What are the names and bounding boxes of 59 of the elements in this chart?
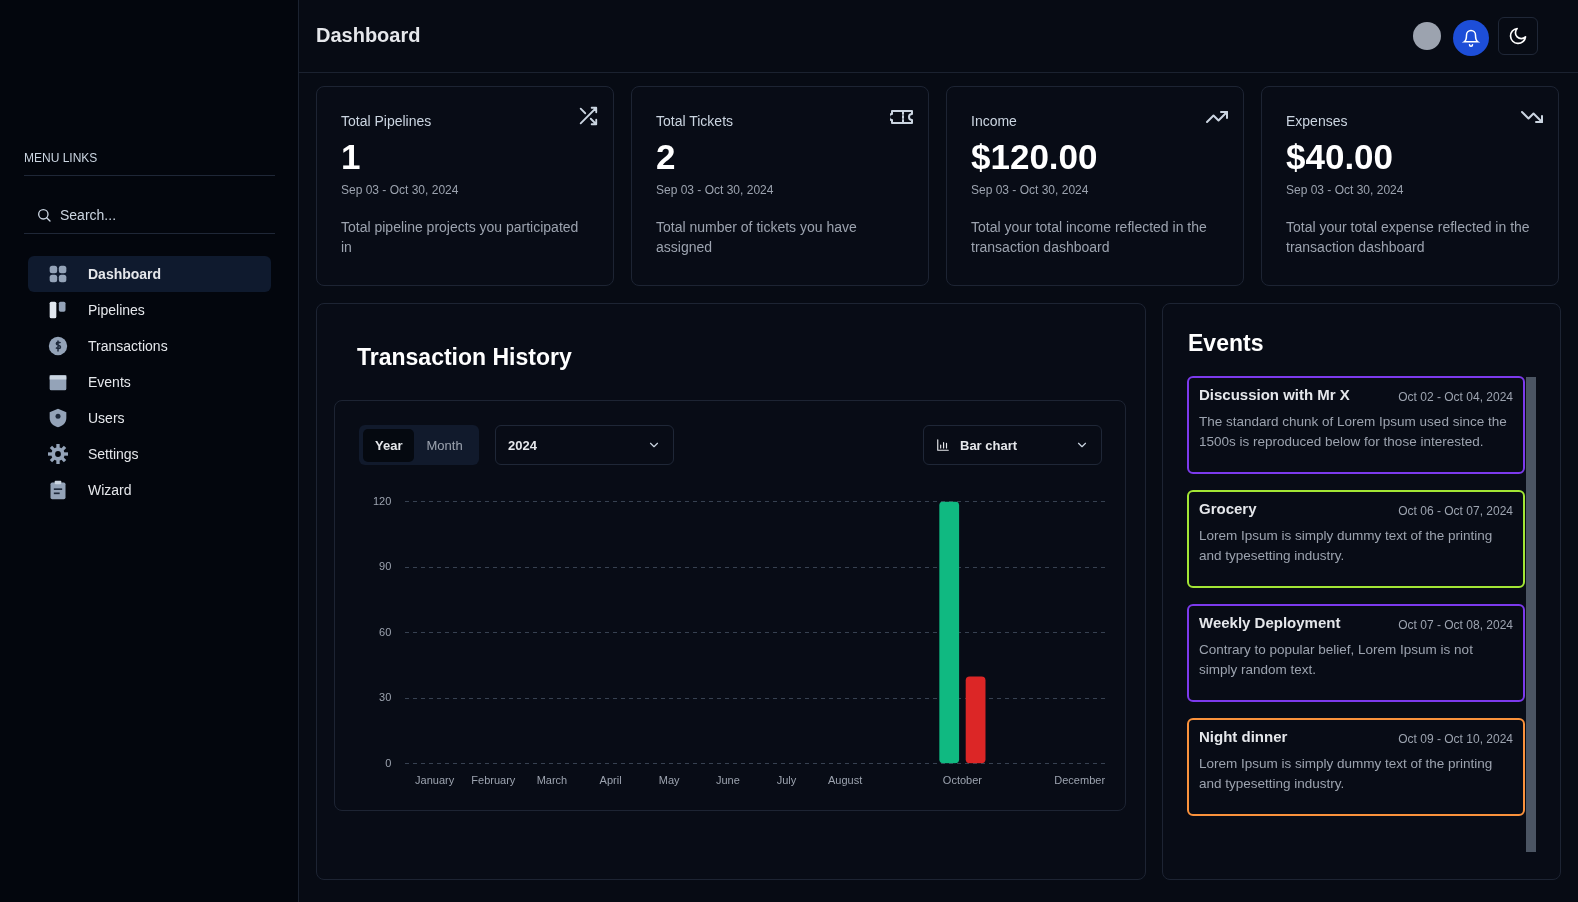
x-tick-label: June xyxy=(715,774,740,787)
text: Oct 06 - Oct 07, 2024 xyxy=(1398,504,1513,518)
x-tick-label: August xyxy=(828,774,863,787)
x-tick-label: July xyxy=(776,774,797,787)
text: $40.00 xyxy=(1286,137,1395,177)
text: Total your total income reflected in the transaction dashboard xyxy=(971,218,1208,257)
text: Sep 03 - Oct 30, 2024 xyxy=(656,183,775,197)
x-tick-label: October xyxy=(942,774,983,787)
x-tick-label: February xyxy=(471,774,516,787)
text: Wizard xyxy=(88,482,132,498)
text: The standard chunk of Lorem Ipsum used since the 1500s is reproduced below for those interested. xyxy=(1199,413,1508,451)
text: Dashboard xyxy=(316,24,421,47)
text: Year xyxy=(363,428,415,462)
text: Sep 03 - Oct 30, 2024 xyxy=(971,183,1090,197)
x-tick-label: January xyxy=(415,774,455,787)
text: Lorem Ipsum is simply dummy text of the printing and typesetting industry. xyxy=(1199,527,1494,565)
y-tick-label: 120 xyxy=(372,494,392,507)
text: Expenses xyxy=(1286,113,1349,129)
text: Total number of tickets you have assigned xyxy=(656,218,858,257)
text: Income xyxy=(971,113,1018,129)
chart-title: Transaction History xyxy=(357,344,572,371)
text: 1 xyxy=(341,137,362,177)
text: Search... xyxy=(24,196,275,234)
text: Oct 09 - Oct 10, 2024 xyxy=(1398,732,1513,746)
text: Users xyxy=(88,410,125,426)
text: Sep 03 - Oct 30, 2024 xyxy=(341,183,460,197)
text: Sep 03 - Oct 30, 2024 xyxy=(1286,183,1405,197)
y-tick-label: 0 xyxy=(385,756,392,769)
text: $120.00 xyxy=(971,137,1099,177)
x-tick-label: May xyxy=(658,774,681,787)
text: Settings xyxy=(88,446,139,462)
text: Total Pipelines xyxy=(341,113,433,129)
y-tick-label: 90 xyxy=(379,560,392,573)
text: Events xyxy=(88,374,131,390)
text: Oct 02 - Oct 04, 2024 xyxy=(1398,390,1513,404)
text: Total Tickets xyxy=(656,113,735,129)
text: Total pipeline projects you participated in xyxy=(341,218,580,257)
x-tick-label: December xyxy=(1054,774,1106,787)
text: Contrary to popular belief, Lorem Ipsum is not simply random text. xyxy=(1199,641,1474,679)
text: Oct 07 - Oct 08, 2024 xyxy=(1398,618,1513,632)
x-tick-label: April xyxy=(599,774,622,787)
text: Transactions xyxy=(88,338,168,354)
text: Total your total expense reflected in the transaction dashboard xyxy=(1286,218,1531,257)
text: Events xyxy=(1188,330,1264,357)
text: 2 xyxy=(656,137,677,177)
text: Dashboard xyxy=(88,266,162,282)
text: Month xyxy=(425,436,464,455)
text: Weekly Deployment xyxy=(1199,614,1341,631)
y-tick-label: 60 xyxy=(379,625,392,638)
text: MENU LINKS xyxy=(24,151,275,176)
y-tick-label: 30 xyxy=(379,691,392,704)
text: Night dinner xyxy=(1199,728,1288,745)
x-tick-label: March xyxy=(536,774,568,787)
text: 2024 xyxy=(508,437,537,453)
text: Bar chart xyxy=(960,437,1018,453)
text: Lorem Ipsum is simply dummy text of the printing and typesetting industry. xyxy=(1199,755,1494,793)
text: Grocery xyxy=(1199,500,1257,517)
text: Discussion with Mr X xyxy=(1199,386,1350,403)
text: Pipelines xyxy=(88,302,145,318)
